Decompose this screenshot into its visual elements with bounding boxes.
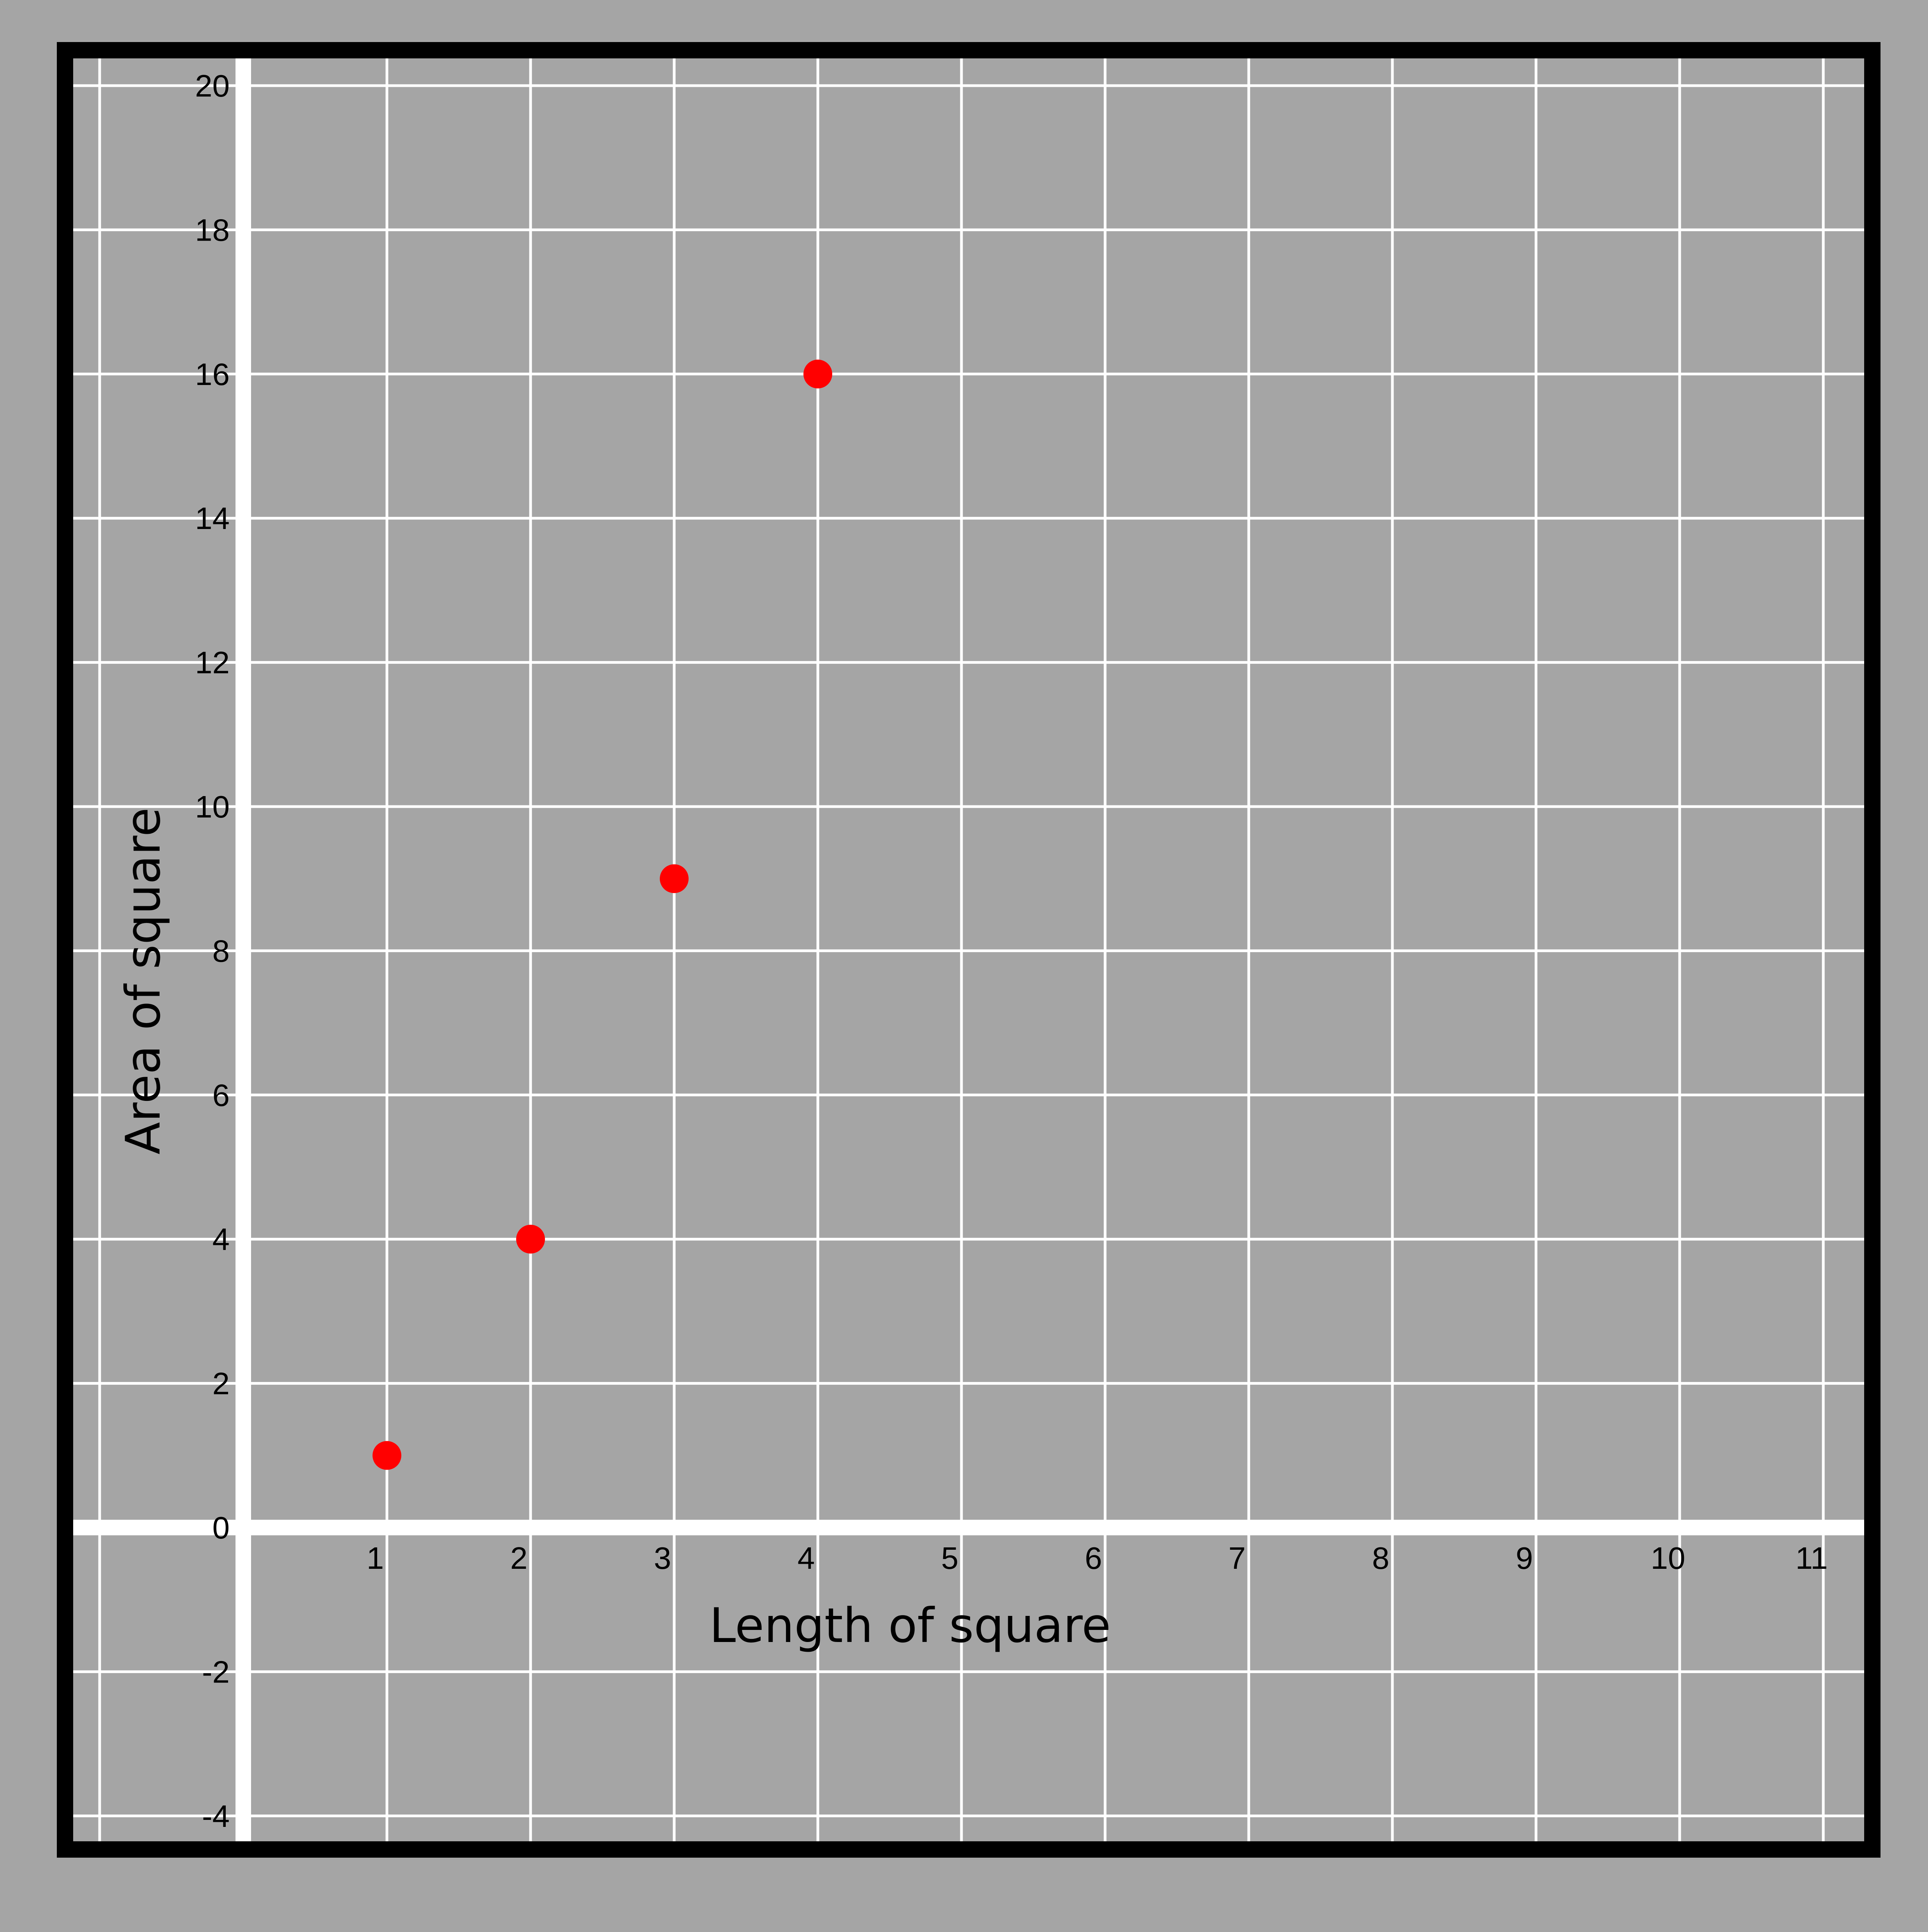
gridlines [73,58,1864,1841]
x-tick-label: 10 [1651,1541,1685,1575]
x-axis-title: Length of square [709,1598,1111,1653]
x-tick-label: 6 [1085,1541,1102,1575]
x-tick-label: 9 [1516,1541,1533,1575]
x-tick-label: 7 [1229,1541,1246,1575]
y-tick-label: -4 [202,1799,230,1834]
chart-frame [57,42,1881,1858]
data-point [660,864,689,893]
data-point [373,1441,401,1470]
data-point [516,1225,545,1254]
y-tick-label: -2 [202,1654,230,1689]
y-tick-label: 18 [195,213,230,247]
y-tick-label: 0 [213,1510,230,1545]
y-tick-label: 8 [213,933,230,968]
x-tick-label: 2 [510,1541,528,1575]
y-tick-label: 10 [195,789,230,824]
y-tick-label: 12 [195,645,230,680]
x-tick-label: 8 [1372,1541,1390,1575]
x-tick-label: 1 [367,1541,384,1575]
x-tick-label: 3 [654,1541,671,1575]
y-tick-label: 4 [213,1222,230,1257]
data-point [803,359,832,389]
x-tick-label: 5 [941,1541,959,1575]
x-tick-label: 11 [1795,1541,1828,1575]
y-tick-label: 20 [195,69,230,103]
y-tick-label: 2 [213,1366,230,1401]
y-axis-title: Area of square [116,807,171,1155]
y-tick-label: 6 [213,1078,230,1113]
y-tick-label: 14 [195,501,230,536]
x-tick-label: 4 [798,1541,815,1575]
data-points [373,359,832,1470]
y-tick-label: 16 [195,357,230,392]
axes [73,58,1864,1841]
